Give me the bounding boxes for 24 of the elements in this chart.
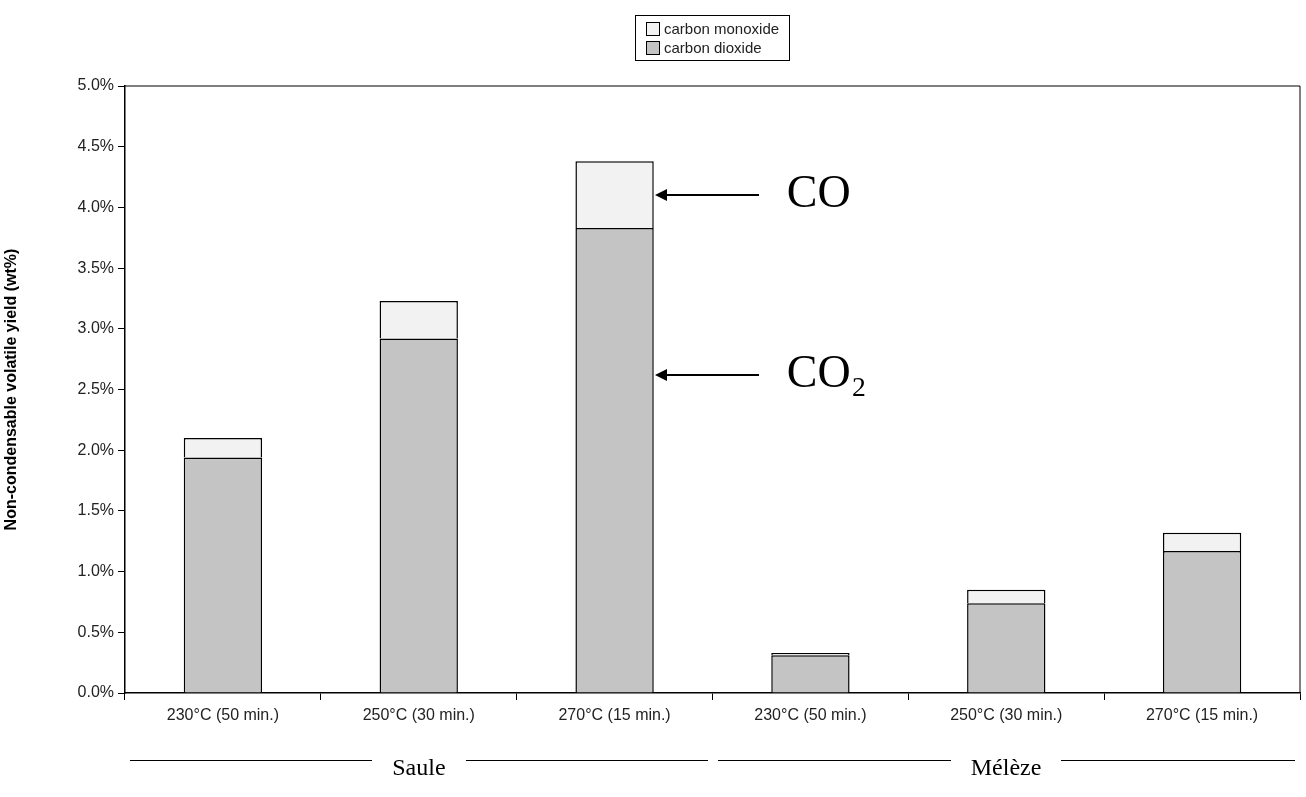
x-tick-label: 250°C (30 min.) xyxy=(950,706,1063,724)
y-tick-label: 4.5% xyxy=(77,137,114,155)
annotation: CO₂ xyxy=(786,345,867,399)
x-tick-label: 230°C (50 min.) xyxy=(754,706,867,724)
y-tick-label: 2.0% xyxy=(77,440,114,458)
x-tick-label: 250°C (30 min.) xyxy=(362,706,475,724)
x-tick-label: 270°C (15 min.) xyxy=(1145,706,1259,724)
y-tick-label: 1.0% xyxy=(77,562,114,580)
legend-label: carbon monoxide xyxy=(664,19,780,38)
x-tick-label: 230°C (50 min.) xyxy=(166,706,280,724)
y-tick-label: 3.5% xyxy=(77,258,114,276)
y-tick-label: 4.0% xyxy=(77,197,114,215)
y-tick-label: 1.5% xyxy=(77,501,114,519)
y-tick-label: 2.5% xyxy=(77,379,114,397)
text: Mélèze xyxy=(969,753,1043,781)
y-tick-label: 5.0% xyxy=(77,76,114,94)
y-axis-title: Non-condensable volatile yield (wt%) xyxy=(2,248,20,531)
y-tick-label: 0.5% xyxy=(77,622,114,640)
annotation: CO xyxy=(786,164,851,218)
x-tick-label: 270°C (15 min.) xyxy=(558,706,671,724)
y-tick-label: 3.0% xyxy=(77,319,114,337)
text: Saule xyxy=(391,753,447,781)
y-tick-label: 0.0% xyxy=(77,683,114,701)
legend-label: carbon dioxide xyxy=(664,38,762,57)
